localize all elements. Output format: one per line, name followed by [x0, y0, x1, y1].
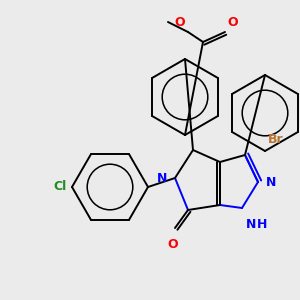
Text: N: N: [266, 176, 276, 188]
Text: O: O: [174, 16, 185, 29]
Text: O: O: [227, 16, 238, 29]
Text: N: N: [157, 172, 167, 184]
Text: O: O: [168, 238, 178, 251]
Text: Br: Br: [268, 133, 283, 146]
Text: H: H: [257, 218, 267, 231]
Text: Cl: Cl: [54, 181, 67, 194]
Text: N: N: [246, 218, 256, 231]
